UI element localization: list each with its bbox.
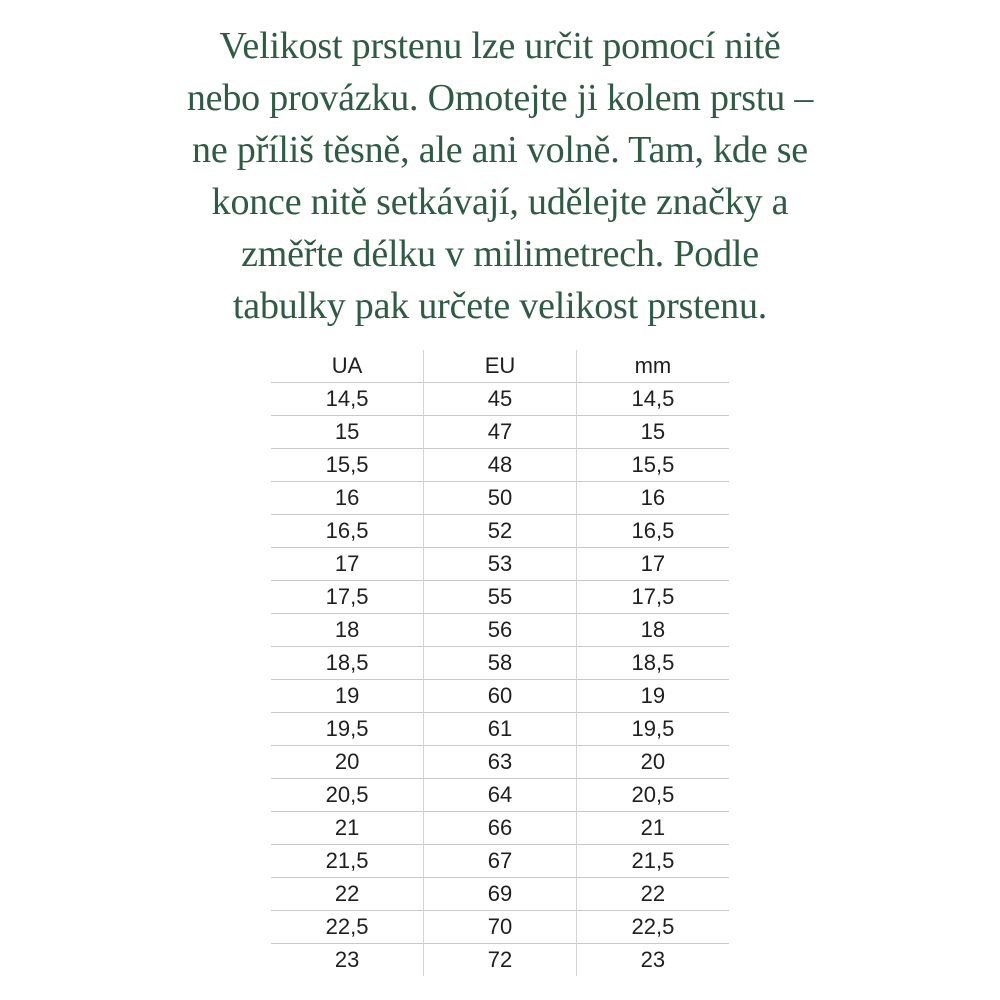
table-row: 21 66 21 (271, 811, 729, 844)
size-cell: 15,5 (271, 448, 425, 481)
size-table-body: 14,5 45 14,5 15 47 15 15,5 48 15,5 16 50 16 16,5 52 16… (271, 382, 729, 976)
size-cell: 56 (423, 613, 577, 646)
table-row: 22 69 22 (271, 877, 729, 910)
size-cell: 22,5 (631, 913, 675, 939)
size-cell: 16,5 (631, 517, 675, 543)
intro-line: Velikost prstenu lze určit pomocí nitě (219, 25, 781, 67)
size-cell: 45 (423, 382, 577, 415)
size-cell: 16,5 (271, 514, 425, 547)
size-cell: 72 (423, 943, 577, 976)
size-cell: 47 (423, 415, 577, 448)
size-cell: 23 (271, 943, 425, 976)
size-cell: 58 (423, 646, 577, 679)
intro-line: konce nitě setkávají, udělejte značky a (211, 181, 789, 223)
size-cell: 17,5 (271, 580, 425, 613)
size-cell: 18 (640, 616, 666, 642)
size-cell: 17 (640, 550, 666, 576)
column-header-mm: mm (634, 352, 672, 378)
size-cell: 21,5 (631, 847, 675, 873)
intro-line: ne příliš těsně, ale ani volně. Tam, kde… (192, 129, 808, 171)
size-cell: 70 (423, 910, 577, 943)
size-cell: 63 (423, 745, 577, 778)
size-cell: 69 (423, 877, 577, 910)
size-cell: 18 (271, 613, 425, 646)
size-cell: 15 (640, 418, 666, 444)
column-header-eu: EU (423, 350, 577, 382)
size-cell: 50 (423, 481, 577, 514)
size-cell: 16 (271, 481, 425, 514)
table-row: 16,5 52 16,5 (271, 514, 729, 547)
size-cell: 20 (271, 745, 425, 778)
size-cell: 21 (271, 811, 425, 844)
size-conversion-table: UA EU mm 14,5 45 14,5 15 47 15 15,5 48 15,5 16 50 16 1… (271, 350, 729, 976)
size-cell: 15,5 (631, 451, 675, 477)
table-row: 20,5 64 20,5 (271, 778, 729, 811)
size-cell: 14,5 (631, 385, 675, 411)
table-row: 17 53 17 (271, 547, 729, 580)
size-cell: 17 (271, 547, 425, 580)
size-cell: 66 (423, 811, 577, 844)
size-cell: 48 (423, 448, 577, 481)
table-row: 14,5 45 14,5 (271, 382, 729, 415)
table-row: 22,5 70 22,5 (271, 910, 729, 943)
table-row: 19 60 19 (271, 679, 729, 712)
table-row: 17,5 55 17,5 (271, 580, 729, 613)
size-cell: 22,5 (271, 910, 425, 943)
intro-text: Velikost prstenu lze určit pomocí nitě ne… (0, 0, 1000, 332)
ring-size-guide: Velikost prstenu lze určit pomocí nitě ne… (0, 0, 1000, 976)
intro-line: tabulky pak určete velikost prstenu. (232, 285, 768, 327)
size-cell: 19 (271, 679, 425, 712)
size-cell: 52 (423, 514, 577, 547)
size-cell: 19,5 (271, 712, 425, 745)
size-cell: 22 (640, 880, 666, 906)
size-cell: 19,5 (631, 715, 675, 741)
table-row: 21,5 67 21,5 (271, 844, 729, 877)
size-cell: 21,5 (271, 844, 425, 877)
size-cell: 17,5 (631, 583, 675, 609)
size-cell: 18,5 (271, 646, 425, 679)
table-row: 19,5 61 19,5 (271, 712, 729, 745)
table-row: 15,5 48 15,5 (271, 448, 729, 481)
size-cell: 60 (423, 679, 577, 712)
table-row: 18,5 58 18,5 (271, 646, 729, 679)
size-cell: 64 (423, 778, 577, 811)
table-header-row: UA EU mm (271, 350, 729, 382)
size-cell: 16 (640, 484, 666, 510)
table-row: 16 50 16 (271, 481, 729, 514)
size-cell: 23 (640, 946, 666, 972)
intro-line: nebo provázku. Omotejte ji kolem prstu – (186, 77, 814, 119)
column-header-ua: UA (271, 350, 425, 382)
intro-line: změřte délku v milimetrech. Podle (241, 233, 759, 275)
size-cell: 14,5 (271, 382, 425, 415)
size-cell: 18,5 (631, 649, 675, 675)
size-cell: 19 (640, 682, 666, 708)
size-cell: 55 (423, 580, 577, 613)
size-cell: 21 (640, 814, 666, 840)
size-cell: 67 (423, 844, 577, 877)
size-cell: 22 (271, 877, 425, 910)
table-row: 23 72 23 (271, 943, 729, 976)
table-row: 15 47 15 (271, 415, 729, 448)
size-cell: 61 (423, 712, 577, 745)
size-cell: 20,5 (631, 781, 675, 807)
size-cell: 15 (271, 415, 425, 448)
table-row: 20 63 20 (271, 745, 729, 778)
size-cell: 20,5 (271, 778, 425, 811)
size-cell: 53 (423, 547, 577, 580)
size-cell: 20 (640, 748, 666, 774)
table-row: 18 56 18 (271, 613, 729, 646)
